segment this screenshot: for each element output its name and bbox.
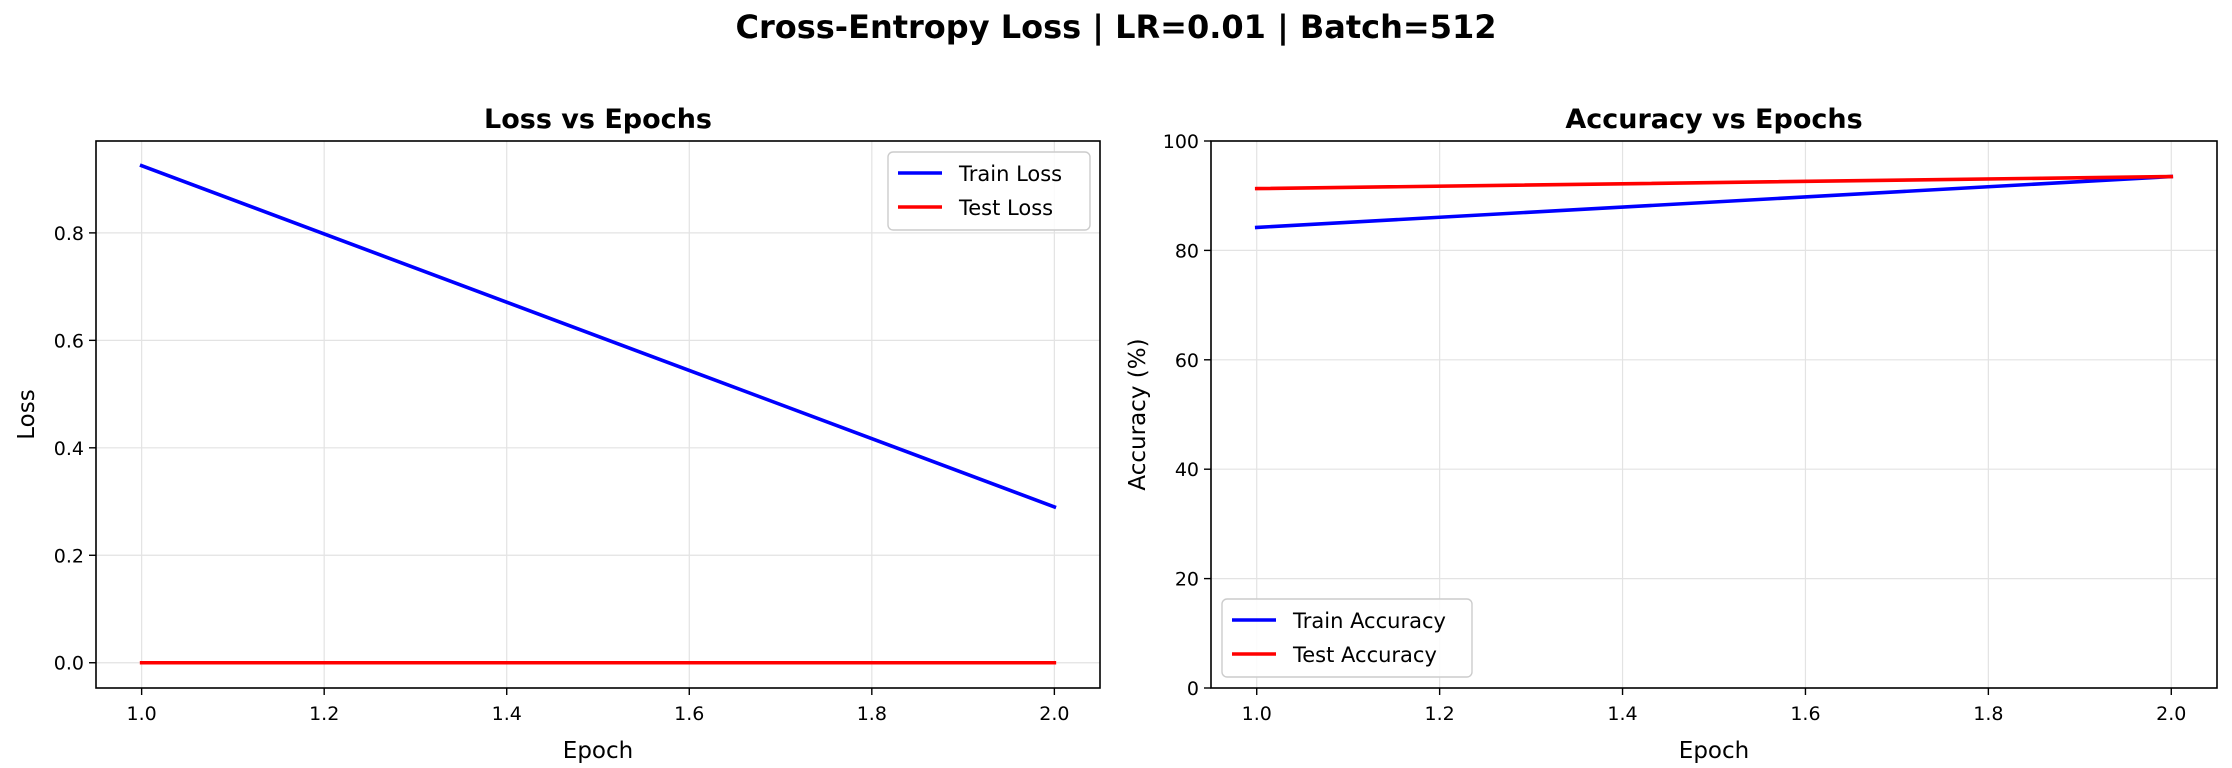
legend-label: Test Accuracy	[1292, 643, 1437, 667]
legend-box	[1221, 598, 1473, 678]
y-axis-label: Loss	[14, 389, 40, 439]
x-axis-label: Epoch	[563, 738, 633, 764]
figure-suptitle: Cross-Entropy Loss | LR=0.01 | Batch=512	[735, 8, 1497, 46]
legend: Train Accuracy Test Accuracy	[1221, 598, 1473, 678]
x-tick-label: 1.6	[674, 703, 704, 725]
x-tick-label: 1.2	[309, 703, 339, 725]
y-tick-label: 0	[1187, 678, 1199, 700]
legend-label: Train Accuracy	[1292, 609, 1446, 633]
chart-title: Accuracy vs Epochs	[1565, 104, 1862, 135]
series-line-test-accuracy	[1254, 174, 2174, 191]
legend-label: Train Loss	[958, 162, 1062, 186]
y-tick-label: 80	[1175, 240, 1199, 262]
y-tick-label: 0.8	[54, 223, 84, 245]
x-tick-label: 1.6	[1790, 703, 1820, 725]
chart-title: Loss vs Epochs	[484, 104, 712, 135]
y-tick-label: 20	[1175, 569, 1199, 591]
x-axis-label: Epoch	[1679, 738, 1749, 764]
axes-frame	[1210, 140, 2218, 689]
x-tick-label: 2.0	[2156, 703, 2186, 725]
y-tick-label: 0.4	[54, 438, 84, 460]
x-tick-label: 2.0	[1039, 703, 1069, 725]
x-tick-label: 1.8	[1973, 703, 2003, 725]
x-tick-label: 1.0	[1242, 703, 1272, 725]
x-tick-label: 1.2	[1425, 703, 1455, 725]
series-line-train-accuracy	[1254, 174, 2174, 230]
y-tick-label: 0.2	[54, 545, 84, 567]
x-tick-label: 1.4	[1607, 703, 1637, 725]
y-tick-label: 60	[1175, 350, 1199, 372]
x-tick-label: 1.8	[857, 703, 887, 725]
series-line-train-loss	[139, 163, 1057, 510]
chart-panel-1: 1.0 1.2 1.4 1.6 1.8 2.0 0.0 0.2 0.4 0.6 0.8 Loss vs…	[14, 104, 1101, 764]
chart-panel-2: 1.0 1.2 1.4 1.6 1.8 2.0 0 20 40 60 80 100 Accuracy v…	[1125, 104, 2218, 764]
axes-frame	[95, 140, 1101, 689]
y-tick-label: 40	[1175, 459, 1199, 481]
y-tick-label: 100	[1163, 131, 1199, 153]
y-tick-label: 0.6	[54, 330, 84, 352]
x-tick-label: 1.4	[492, 703, 522, 725]
y-axis-label: Accuracy (%)	[1125, 338, 1151, 490]
x-tick-label: 1.0	[127, 703, 157, 725]
legend-label: Test Loss	[958, 196, 1053, 220]
legend: Train Loss Test Loss	[887, 151, 1091, 231]
y-tick-label: 0.0	[54, 653, 84, 675]
